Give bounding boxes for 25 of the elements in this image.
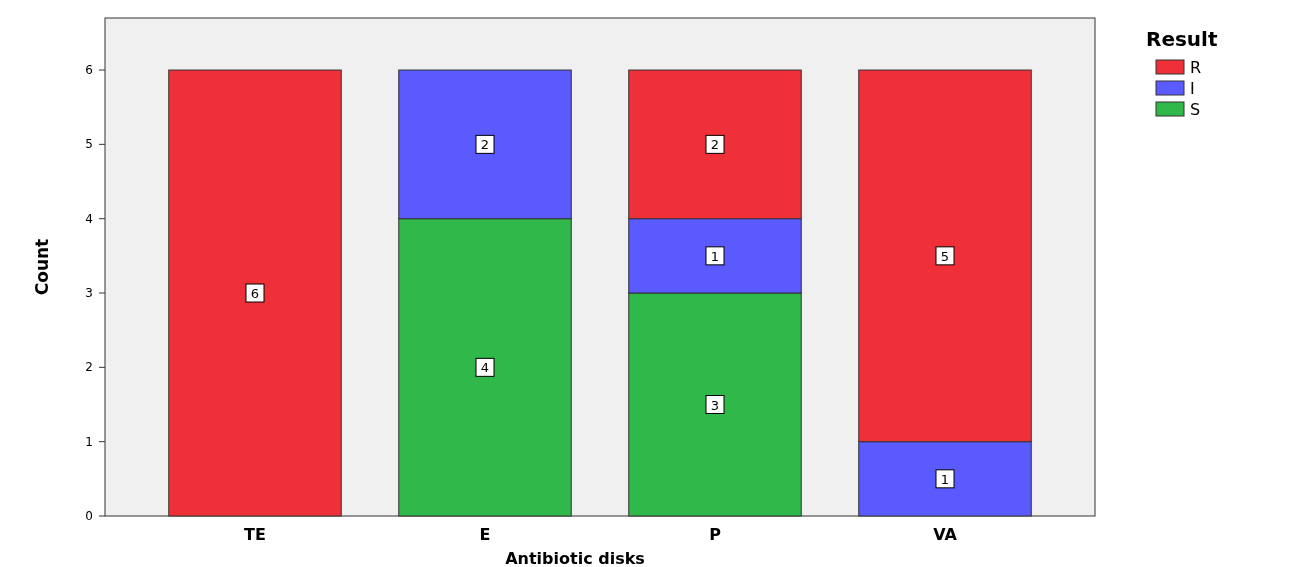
data-label: 3 (710, 397, 720, 413)
data-label: 6 (250, 286, 260, 302)
y-tick-label: 4 (85, 211, 93, 226)
data-label: 2 (480, 137, 490, 153)
legend-label: R (1190, 58, 1202, 77)
y-axis-title: Count (32, 238, 52, 296)
legend-label: I (1190, 79, 1195, 98)
y-tick-label: 0 (85, 509, 93, 523)
y-tick-label: 3 (85, 286, 93, 301)
x-tick-label: VA (933, 525, 958, 544)
y-tick-label: 2 (85, 360, 93, 375)
legend-title: Result (1146, 27, 1218, 51)
data-label: 1 (940, 471, 950, 487)
data-label: 1 (710, 248, 720, 264)
data-label: 5 (940, 248, 950, 264)
x-tick-label: E (479, 525, 491, 544)
legend-label: S (1190, 100, 1201, 119)
y-tick-label: 5 (85, 137, 93, 152)
data-label: 4 (480, 360, 490, 376)
x-tick-label: TE (244, 525, 266, 544)
x-tick-label: P (709, 525, 722, 544)
x-axis-title: Antibiotic disks (505, 549, 645, 567)
y-tick-label: 6 (85, 63, 93, 78)
data-label: 2 (710, 137, 720, 153)
y-tick-label: 1 (85, 434, 93, 449)
